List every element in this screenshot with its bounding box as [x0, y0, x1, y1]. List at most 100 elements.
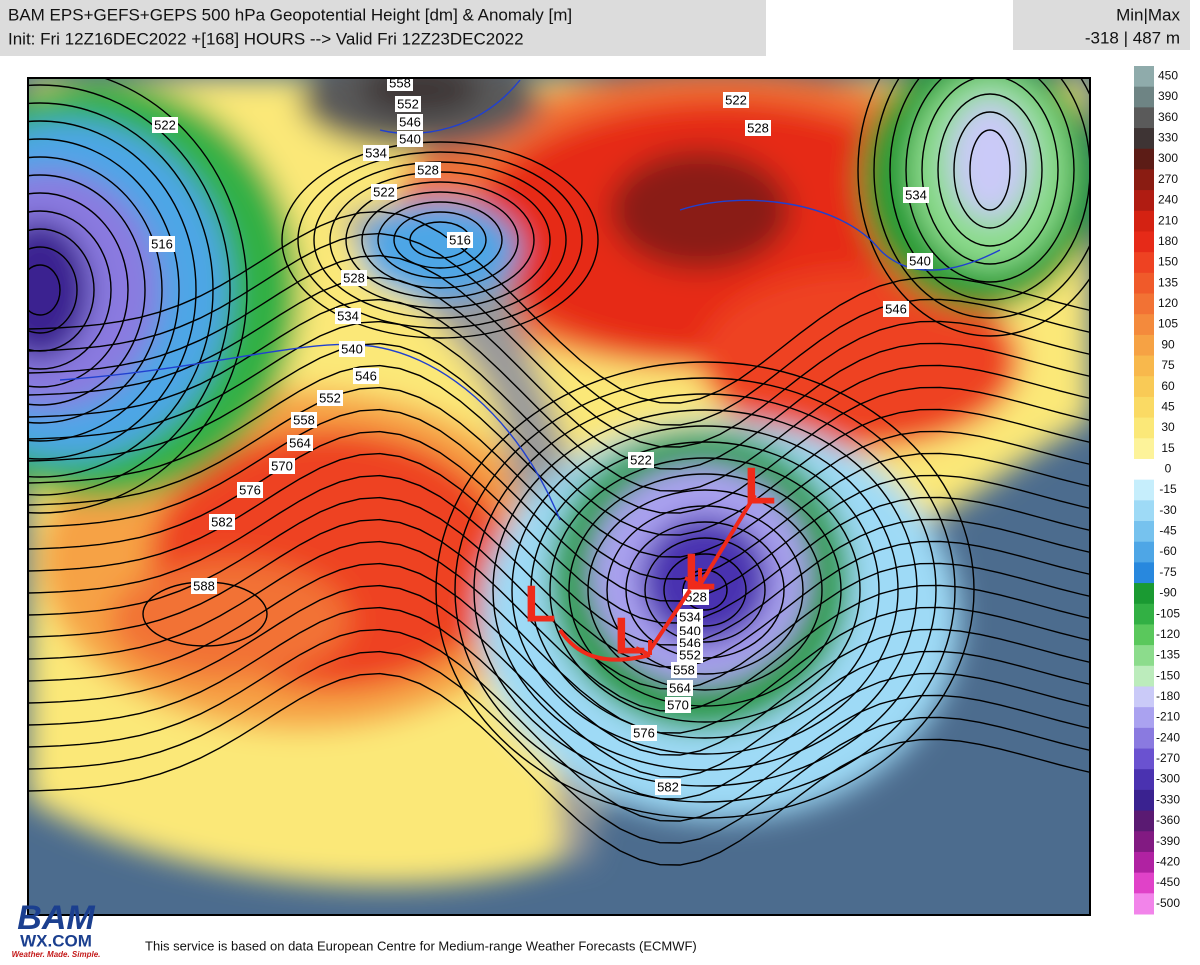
colorbar-label: 360	[1158, 110, 1178, 124]
colorbar-segment	[1134, 252, 1154, 274]
footer: This service is based on data European C…	[145, 938, 697, 953]
contour-line	[28, 138, 180, 442]
contour-line	[530, 441, 880, 739]
colorbar-segment	[1134, 583, 1154, 605]
contour-line	[28, 672, 1090, 866]
contour-line	[28, 474, 1090, 668]
colorbar-label: -150	[1156, 668, 1180, 682]
contour-label: 528	[343, 270, 365, 285]
contour-label: 528	[685, 589, 707, 604]
contour-label: 570	[271, 458, 293, 473]
contour-line	[28, 518, 1090, 712]
colorbar-segment	[1134, 727, 1154, 750]
contour-line	[644, 537, 766, 643]
contour-line	[28, 298, 1090, 492]
contour-label-box	[363, 145, 389, 161]
colorbar-label: -180	[1156, 689, 1180, 703]
contour-label-box	[149, 236, 175, 252]
contour-label-box	[447, 232, 473, 248]
colorbar-segment	[1134, 231, 1154, 253]
colorbar-label: 210	[1158, 213, 1178, 227]
colorbar-segment	[1134, 603, 1154, 625]
colorbar-label: 15	[1161, 441, 1175, 455]
contour-label: 546	[885, 301, 907, 316]
colorbar-segment	[1134, 107, 1154, 129]
logo: BAM WX.COM Weather. Made. Simple.	[12, 899, 101, 959]
colorbar-label: -120	[1156, 627, 1180, 641]
contour-label: 558	[293, 412, 315, 427]
contour-line	[473, 393, 937, 787]
contour-label-box	[397, 131, 423, 147]
contour-label: 534	[905, 187, 927, 202]
contour-line	[28, 210, 1090, 404]
contour-label: 522	[725, 92, 747, 107]
colorbar-segment	[1134, 314, 1154, 336]
contour-label-box	[667, 680, 693, 696]
contour-line	[28, 156, 163, 424]
colorbar-label: 0	[1165, 461, 1172, 475]
colorbar-label: 105	[1158, 317, 1178, 331]
contour-line	[361, 191, 519, 289]
contour-label-box	[353, 368, 379, 384]
contour-line	[28, 540, 1090, 734]
contour-label-box	[335, 308, 361, 324]
contour-line	[28, 120, 197, 460]
contour-label: 552	[679, 647, 701, 662]
contour-line	[937, 93, 1043, 247]
colorbar-segment	[1134, 479, 1154, 501]
colorbar-label: -360	[1156, 813, 1180, 827]
contour-label-box	[671, 662, 697, 678]
contour-label: 582	[657, 779, 679, 794]
contour-label: 540	[341, 341, 363, 356]
colorbar-segment	[1134, 645, 1154, 667]
contour-label: 546	[399, 114, 421, 129]
contour-line	[28, 628, 1090, 822]
contour-line	[28, 386, 1090, 580]
contour-label: 558	[673, 662, 695, 677]
colorbar-label: -270	[1156, 751, 1180, 765]
colorbar-segment	[1134, 665, 1154, 687]
colorbar-segment	[1134, 169, 1154, 191]
colorbar-segment	[1134, 624, 1154, 646]
contour-label-box	[397, 114, 423, 130]
contour-label: 588	[193, 578, 215, 593]
logo-tagline: Weather. Made. Simple.	[12, 950, 101, 959]
contour-line	[905, 78, 1075, 283]
contour-label-box	[341, 270, 367, 286]
colorbar-label: -210	[1156, 710, 1180, 724]
contour-label-box	[677, 647, 703, 663]
colorbar-label: 390	[1158, 89, 1178, 103]
logo-name: BAM	[17, 899, 95, 937]
contour-label-box	[415, 162, 441, 178]
low-marker: L	[614, 608, 646, 666]
contour-label-box	[237, 482, 263, 498]
colorbar-label: 30	[1161, 420, 1175, 434]
colorbar-segment	[1134, 438, 1154, 460]
contour-label-box	[291, 412, 317, 428]
contour-label: 552	[319, 390, 341, 405]
colorbar-label: -330	[1156, 792, 1180, 806]
contour-label-box	[907, 253, 933, 269]
contour-label: 528	[417, 162, 439, 177]
arrow-head	[635, 568, 702, 657]
contour-line	[28, 606, 1090, 800]
contour-label-box	[745, 120, 771, 136]
colorbar-label: 135	[1158, 275, 1178, 289]
colorbar-segment	[1134, 66, 1154, 88]
contour-label-box	[903, 187, 929, 203]
contour-line	[28, 320, 1090, 514]
contour-line	[28, 584, 1090, 778]
colorbar-segment	[1134, 190, 1154, 212]
contour-line	[28, 342, 1090, 536]
colorbar-label: -105	[1156, 606, 1180, 620]
contour-line	[28, 254, 1090, 448]
contour-line	[28, 174, 146, 406]
colorbar-segment	[1134, 417, 1154, 439]
colorbar-segment	[1134, 355, 1154, 377]
colorbar-label: -60	[1159, 544, 1177, 558]
contour-label: 522	[630, 452, 652, 467]
contour-line	[969, 129, 1011, 211]
contour-line	[28, 78, 248, 514]
contour-line	[28, 562, 1090, 756]
colorbar-segment	[1134, 831, 1154, 853]
